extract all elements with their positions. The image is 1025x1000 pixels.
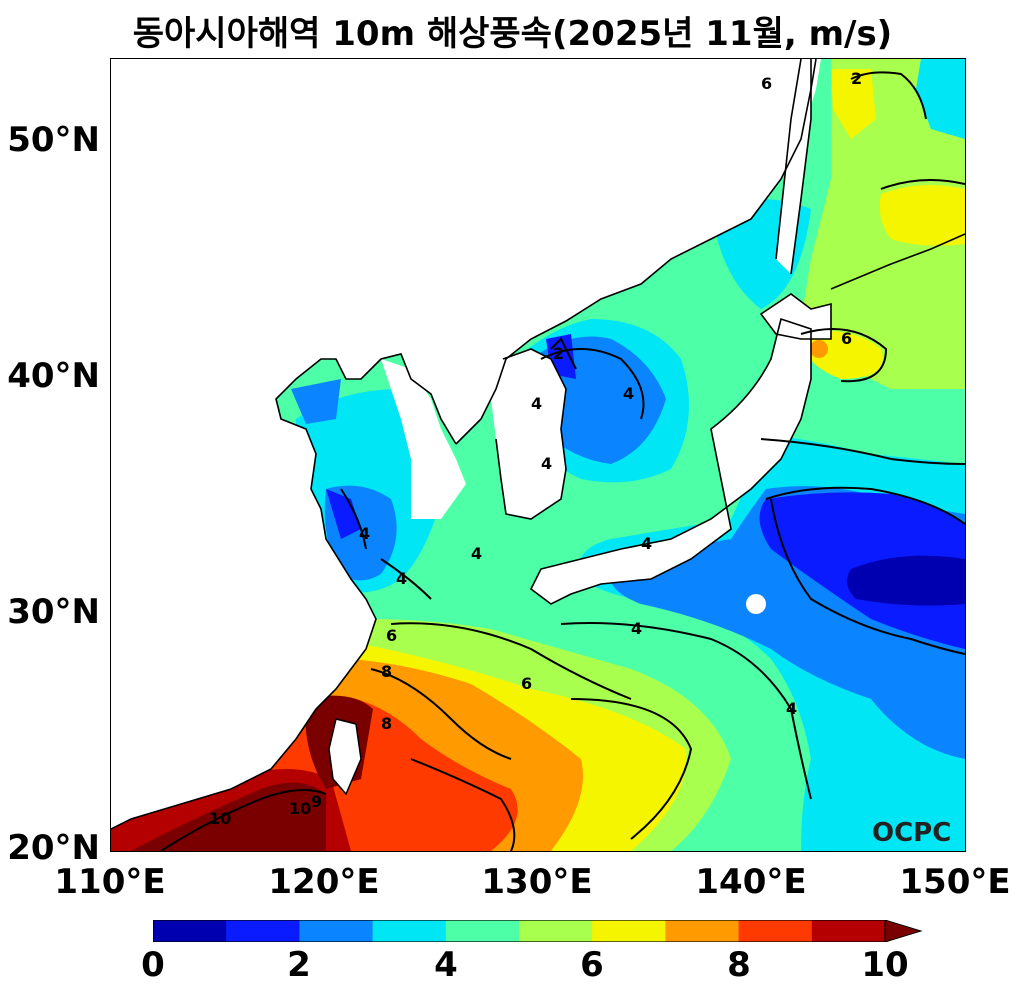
field-hokkaido-orange <box>810 340 828 358</box>
field-ne-yellow <box>879 185 965 246</box>
colorbar-cell <box>226 920 300 942</box>
colorbar-cell <box>372 920 447 942</box>
contour-label: 6 <box>841 329 852 348</box>
colorbar-cell <box>811 920 886 942</box>
xtick-label: 130°E <box>481 862 593 902</box>
colorbar-cell <box>738 920 813 942</box>
contour-4-south <box>560 622 812 800</box>
colorbar-cell <box>445 920 520 942</box>
land-korea <box>491 349 566 519</box>
contour-4-eastsea <box>540 348 645 420</box>
map-canvas: 2 2 4 4 4 4 4 4 4 4 4 6 6 6 6 8 8 10 10 … <box>111 59 965 851</box>
ocpc-logo: OCPC <box>872 818 952 848</box>
ytick-label: 40°N <box>7 356 100 396</box>
contour-label: 6 <box>521 674 532 693</box>
colorbar-cell <box>592 920 666 942</box>
contour-labels: 2 2 4 4 4 4 4 4 4 4 4 6 6 6 6 8 8 10 10 … <box>209 69 862 828</box>
contour-label: 6 <box>761 74 772 93</box>
contour-8-lower <box>410 758 516 851</box>
land-asia <box>111 59 821 829</box>
contour-6-yellow <box>570 698 693 840</box>
ytick-label: 30°N <box>7 592 100 632</box>
contour-4-east-north <box>760 438 965 465</box>
land-sakhalin <box>776 59 811 274</box>
contour-6-hokkaido <box>800 328 888 383</box>
colorbar-cell <box>665 920 740 942</box>
contour-4-yellowsea <box>380 558 432 600</box>
contour-2-east <box>765 486 965 525</box>
field-bohai-blue <box>291 379 341 424</box>
colorbar-label: 10 <box>861 945 909 985</box>
contour-label: 8 <box>381 714 392 733</box>
colorbar-label: 6 <box>580 945 604 985</box>
ytick-label: 50°N <box>7 120 100 160</box>
contour-label: 2 <box>553 344 564 363</box>
coastlines <box>111 59 965 830</box>
colorbar-cell <box>519 920 593 942</box>
colorbar-extend-triangle <box>884 920 923 942</box>
contour-lines <box>160 71 965 851</box>
field-north-yellow <box>831 69 876 139</box>
contour-6-north <box>850 71 927 120</box>
contour-6-ne <box>880 179 965 190</box>
colorbar <box>153 920 923 942</box>
contour-6-south <box>390 622 632 700</box>
land-shandong <box>381 359 466 519</box>
contour-label: 6 <box>386 626 397 645</box>
colorbar-label: 4 <box>434 945 458 985</box>
field-ne-cyan <box>916 59 965 139</box>
contour-label: 8 <box>381 662 392 681</box>
contour-2-yellowsea <box>340 488 367 550</box>
contour-label: 4 <box>786 699 797 718</box>
contour-label: 4 <box>531 394 542 413</box>
contour-10 <box>160 789 327 851</box>
contour-label: 4 <box>471 544 482 563</box>
wind-speed-map: 2 2 4 4 4 4 4 4 4 4 4 6 6 6 6 8 8 10 10 … <box>110 58 966 852</box>
xtick-label: 120°E <box>268 862 380 902</box>
contour-label: 9 <box>311 792 322 811</box>
colorbar-label: 8 <box>727 945 751 985</box>
land-honshu <box>531 319 811 604</box>
land-jeju <box>425 493 437 505</box>
contour-label: 4 <box>623 384 634 403</box>
contour-label: 4 <box>396 569 407 588</box>
contour-label: 4 <box>631 619 642 638</box>
ytick-label: 20°N <box>7 828 100 868</box>
field-taiwan-strait-maroon <box>131 782 326 851</box>
colorbar-label: 2 <box>287 945 311 985</box>
contour-label: 10 <box>209 809 231 828</box>
xtick-label: 110°E <box>54 862 166 902</box>
field-yellowsea-deepblue <box>326 489 361 539</box>
colorbar-cell <box>299 920 374 942</box>
contour-label: 2 <box>851 69 862 88</box>
xtick-label: 150°E <box>899 862 1011 902</box>
contour-label: 10 <box>289 799 311 818</box>
contour-label: 4 <box>641 534 652 553</box>
contour-label: 4 <box>359 524 370 543</box>
land-taiwan <box>328 718 362 796</box>
contour-label: 4 <box>541 454 552 473</box>
map-title: 동아시아해역 10m 해상풍속(2025년 11월, m/s) <box>132 14 893 54</box>
contour-2-east-south <box>770 498 965 655</box>
colorbar-label: 0 <box>141 945 165 985</box>
contour-8-south <box>370 668 512 760</box>
contour-2-eastsea <box>550 337 577 370</box>
land-small-island <box>746 594 766 614</box>
land-ulleung <box>535 426 551 442</box>
field-east-darkest <box>847 555 965 606</box>
xtick-label: 140°E <box>695 862 807 902</box>
colorbar-cell <box>153 920 227 942</box>
